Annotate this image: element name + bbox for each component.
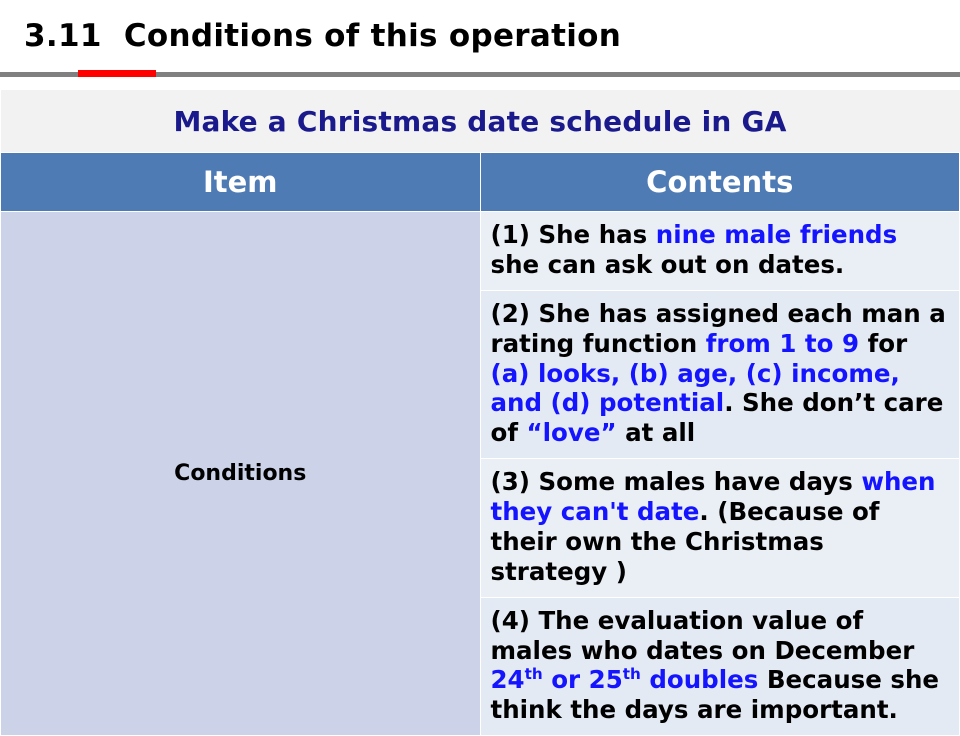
table-header-row: Item Contents [0, 152, 960, 212]
row-label-conditions: Conditions [0, 210, 481, 736]
condition-cell-1: (1) She has nine male friends she can as… [479, 211, 960, 291]
title-divider [0, 72, 960, 77]
table-row: (2) She has assigned each man a rating f… [1, 289, 960, 460]
column-header-contents: Contents [479, 152, 960, 212]
column-header-item: Item [0, 152, 481, 212]
table-row: Conditions (1) She has nine male friends… [0, 210, 960, 736]
conditions-table-wrapper: Make a Christmas date schedule in GA Ite… [0, 90, 960, 736]
title-accent-bar [78, 70, 156, 77]
slide: 3.11 Conditions of this operation Make a… [0, 18, 960, 736]
condition-cell-3: (3) Some males have days when they can't… [479, 458, 960, 598]
condition-cell-4: (4) The evaluation value of males who da… [479, 596, 960, 736]
table-row: (4) The evaluation value of males who da… [1, 596, 960, 736]
conditions-table: Make a Christmas date schedule in GA Ite… [0, 90, 960, 736]
table-caption: Make a Christmas date schedule in GA [0, 90, 960, 153]
table-caption-row: Make a Christmas date schedule in GA [0, 90, 960, 153]
page-title: 3.11 Conditions of this operation [24, 18, 622, 54]
table-row: (3) Some males have days when they can't… [1, 458, 960, 598]
condition-cell-2: (2) She has assigned each man a rating f… [479, 289, 960, 460]
